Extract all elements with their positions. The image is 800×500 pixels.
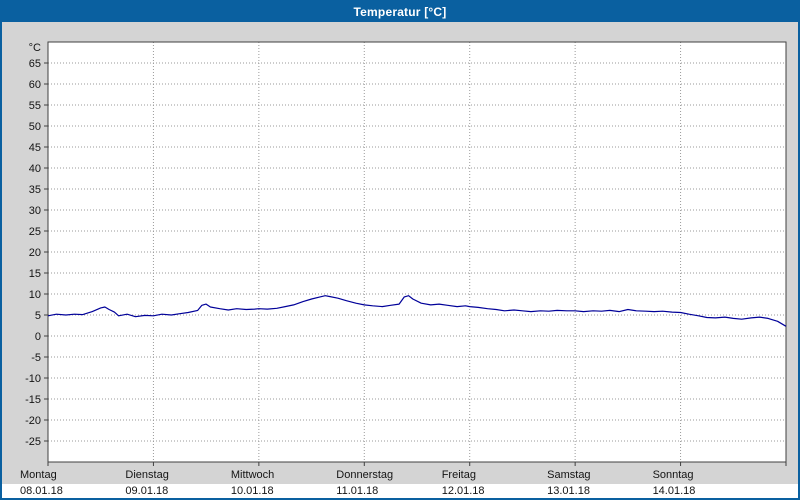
- day-label: Mittwoch: [231, 469, 274, 481]
- y-tick-label: 5: [35, 310, 41, 322]
- y-tick-label: -5: [31, 352, 41, 364]
- chart-area: 65 60 55 50 45 40 35 30 25 20 15 10 5 0 -5 -10 -15 -20 -25…: [2, 22, 798, 498]
- y-tick-label: 60: [29, 79, 41, 91]
- temperature-line: [47, 295, 787, 327]
- y-tick-label: 40: [29, 163, 41, 175]
- y-tick-label: -25: [25, 436, 41, 448]
- y-tick-label: 30: [29, 205, 41, 217]
- plot-border: [47, 41, 787, 463]
- y-tick-label: 55: [29, 100, 41, 112]
- y-tick-label: -10: [25, 373, 41, 385]
- day-label: Donnerstag: [336, 469, 393, 481]
- y-tick-label: 15: [29, 268, 41, 280]
- date-label: 13.01.18: [547, 485, 590, 497]
- y-tick-label: 10: [29, 289, 41, 301]
- day-label: Freitag: [442, 469, 476, 481]
- day-label: Samstag: [547, 469, 590, 481]
- y-axis-unit-label: °C: [29, 42, 41, 54]
- y-tick-label: 65: [29, 58, 41, 70]
- footer-strip: [2, 484, 798, 498]
- date-label: 12.01.18: [442, 485, 485, 497]
- date-label: 10.01.18: [231, 485, 274, 497]
- temperature-chart: 65605550454035302520151050-5-10-15-20-25…: [2, 41, 798, 498]
- date-label: 14.01.18: [653, 485, 696, 497]
- day-label: Dienstag: [125, 469, 168, 481]
- y-tick-label: 35: [29, 184, 41, 196]
- y-tick-label: -15: [25, 394, 41, 406]
- date-label: 11.01.18: [336, 485, 378, 497]
- y-tick-label: -20: [25, 415, 41, 427]
- y-tick-label: 20: [29, 247, 41, 259]
- date-label: 09.01.18: [125, 485, 168, 497]
- date-label: 08.01.18: [20, 485, 63, 497]
- y-tick-label: 0: [35, 331, 41, 343]
- day-label: Sonntag: [653, 469, 694, 481]
- y-tick-label: 25: [29, 226, 41, 238]
- day-label: Montag: [20, 469, 57, 481]
- title-bar: Temperatur [°C]: [2, 2, 798, 22]
- y-tick-label: 45: [29, 142, 41, 154]
- window-title: Temperatur [°C]: [353, 5, 447, 19]
- y-tick-label: 50: [29, 121, 41, 133]
